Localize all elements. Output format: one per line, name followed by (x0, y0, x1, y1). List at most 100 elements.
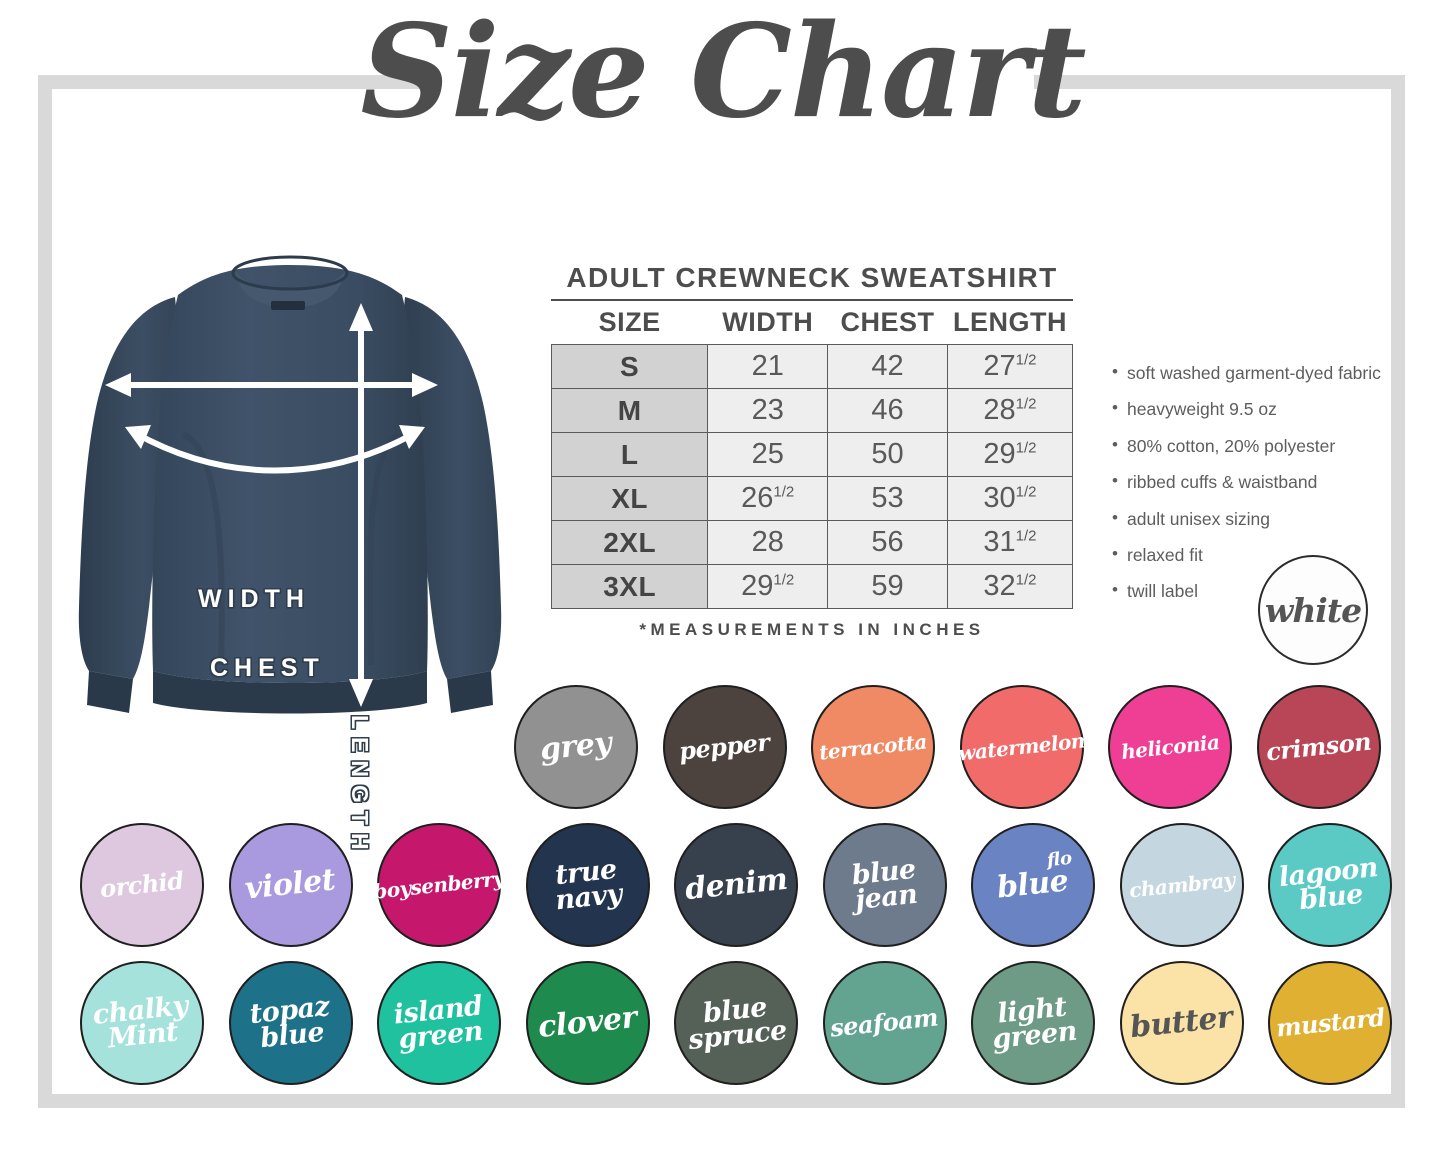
sweatshirt-illustration: WIDTH CHEST LENGTH (75, 235, 505, 858)
color-swatch-label: blue jean (849, 853, 919, 917)
color-swatch-violet[interactable]: violet (228, 823, 353, 947)
color-swatch-label: boysenberry (372, 865, 506, 904)
color-swatch-label: denim (683, 861, 789, 908)
color-swatch-boysenberry[interactable]: boysenberry (372, 823, 506, 947)
color-swatch-label: grey (538, 725, 614, 768)
feature-list: soft washed garment-dyed fabric heavyweig… (1112, 361, 1402, 617)
measurement-arrows (105, 303, 438, 707)
table-row: M 23 46 281/2 (550, 388, 1074, 433)
color-swatch-orchid[interactable]: orchid (80, 823, 204, 947)
color-swatch-label: crimson (1264, 726, 1373, 767)
cell-size: L (550, 432, 709, 477)
feature-item: heavyweight 9.5 oz (1112, 397, 1402, 420)
cell-width: 23 (707, 388, 829, 433)
color-swatch-label: lagoon blue (1277, 851, 1380, 917)
color-swatch-label: island green (391, 990, 484, 1056)
color-swatch-terracotta[interactable]: terracotta (811, 685, 935, 809)
color-swatch-label: blue (995, 863, 1071, 906)
color-swatch-denim[interactable]: denim (674, 823, 798, 947)
fraction: 1/2 (773, 483, 795, 501)
feature-item: twill label (1112, 579, 1402, 602)
cell-length: 321/2 (946, 564, 1074, 609)
table-row: S 21 42 271/2 (550, 344, 1074, 389)
color-swatch-superscript: flo (1045, 847, 1074, 872)
feature-ul: soft washed garment-dyed fabric heavyweig… (1112, 361, 1402, 603)
feature-item: ribbed cuffs & waistband (1112, 470, 1402, 493)
fraction: 1/2 (773, 571, 795, 589)
feature-item: soft washed garment-dyed fabric (1112, 361, 1402, 384)
color-swatch-pepper[interactable]: pepper (662, 685, 787, 809)
color-swatch-blue-jean[interactable]: blue jean (822, 823, 947, 947)
color-swatch-label: butter (1128, 999, 1235, 1046)
color-swatch-label: chalky Mint (91, 989, 190, 1055)
cell-chest: 53 (827, 476, 948, 521)
col-header-width: WIDTH (707, 304, 828, 345)
fraction: 1/2 (1015, 483, 1037, 501)
color-swatch-true-navy[interactable]: true navy (525, 823, 650, 947)
measurement-note: *MEASUREMENTS IN INCHES (639, 620, 985, 639)
color-swatch-watermelon[interactable]: watermelon (957, 685, 1086, 809)
cell-width: 28 (707, 520, 829, 565)
color-swatch-white[interactable]: white (1258, 555, 1368, 665)
color-swatch-row-1: grey pepper terracotta watermelon heliconia c… (514, 685, 1381, 809)
color-swatch-island-green[interactable]: island green (377, 961, 501, 1085)
feature-item: 80% cotton, 20% polyester (1112, 434, 1402, 457)
color-swatch-light-green[interactable]: light green (971, 961, 1095, 1085)
color-swatch-chalky-Mint[interactable]: chalky Mint (80, 961, 204, 1085)
cell-size: M (550, 388, 709, 433)
color-swatch-label: true navy (553, 853, 624, 917)
cell-width: 21 (707, 344, 829, 389)
color-swatch-blue[interactable]: blue flo (971, 823, 1095, 947)
cell-length: 271/2 (946, 344, 1074, 389)
color-swatch-mustard[interactable]: mustard (1268, 961, 1392, 1085)
cell-length: 301/2 (946, 476, 1074, 521)
cell-size: 2XL (550, 520, 709, 565)
cell-chest: 46 (827, 388, 948, 433)
length-label: LENGTH (347, 715, 373, 858)
color-swatch-butter[interactable]: butter (1119, 961, 1244, 1085)
cell-length: 291/2 (946, 432, 1074, 477)
table-row: XL 261/2 53 301/2 (550, 476, 1074, 521)
color-swatch-label: mustard (1274, 1002, 1386, 1043)
size-table: SIZE WIDTH CHEST LENGTH S 21 42 271/2 M 23 46 2… (550, 304, 1074, 609)
color-swatch-label: chambray (1127, 867, 1236, 903)
fraction: 1/2 (1015, 571, 1037, 589)
color-swatch-crimson[interactable]: crimson (1256, 685, 1381, 809)
col-header-size: SIZE (551, 304, 708, 345)
color-swatch-label: violet (243, 862, 338, 907)
page-title: Size Chart (360, 0, 1086, 147)
color-swatch-label: orchid (98, 865, 186, 904)
color-swatch-label: pepper (677, 727, 771, 766)
color-swatch-heliconia[interactable]: heliconia (1108, 685, 1232, 809)
color-swatch-seafoam[interactable]: seafoam (822, 961, 947, 1085)
table-body: S 21 42 271/2 M 23 46 281/2 L 25 50 291/2 XL 261/2 53 3… (550, 344, 1074, 609)
table-row: 3XL 291/2 59 321/2 (550, 564, 1074, 609)
color-swatch-label: watermelon (957, 728, 1086, 766)
cell-length: 281/2 (946, 388, 1074, 433)
table-row: 2XL 28 56 311/2 (550, 520, 1074, 565)
fraction: 1/2 (1015, 351, 1037, 369)
color-swatch-label: terracotta (818, 729, 928, 765)
color-swatch-chambray[interactable]: chambray (1119, 823, 1244, 947)
color-swatch-lagoon-blue[interactable]: lagoon blue (1268, 823, 1392, 947)
color-swatch-row-3: chalky Mint topaz blue island green clover b… (80, 961, 1392, 1085)
cell-width: 291/2 (707, 564, 829, 609)
color-swatch-white-label: white (1264, 590, 1362, 630)
cell-chest: 42 (827, 344, 948, 389)
fraction: 1/2 (1015, 439, 1037, 457)
feature-item: adult unisex sizing (1112, 507, 1402, 530)
chest-label: CHEST (210, 654, 325, 682)
color-swatch-clover[interactable]: clover (525, 961, 650, 1085)
fraction: 1/2 (1015, 527, 1037, 545)
color-swatch-topaz-blue[interactable]: topaz blue (228, 961, 353, 1085)
width-label: WIDTH (198, 585, 310, 613)
color-swatch-grey[interactable]: grey (514, 685, 638, 809)
size-table-heading: ADULT CREWNECK SWEATSHIRT (551, 262, 1073, 301)
color-swatch-label: blue spruce (686, 991, 788, 1056)
frame-title-gap (420, 66, 1034, 102)
color-swatch-label: heliconia (1119, 729, 1221, 764)
cell-chest: 50 (827, 432, 948, 477)
color-swatch-label: light green (990, 991, 1078, 1056)
color-swatch-blue-spruce[interactable]: blue spruce (674, 961, 798, 1085)
cell-size: XL (550, 476, 709, 521)
